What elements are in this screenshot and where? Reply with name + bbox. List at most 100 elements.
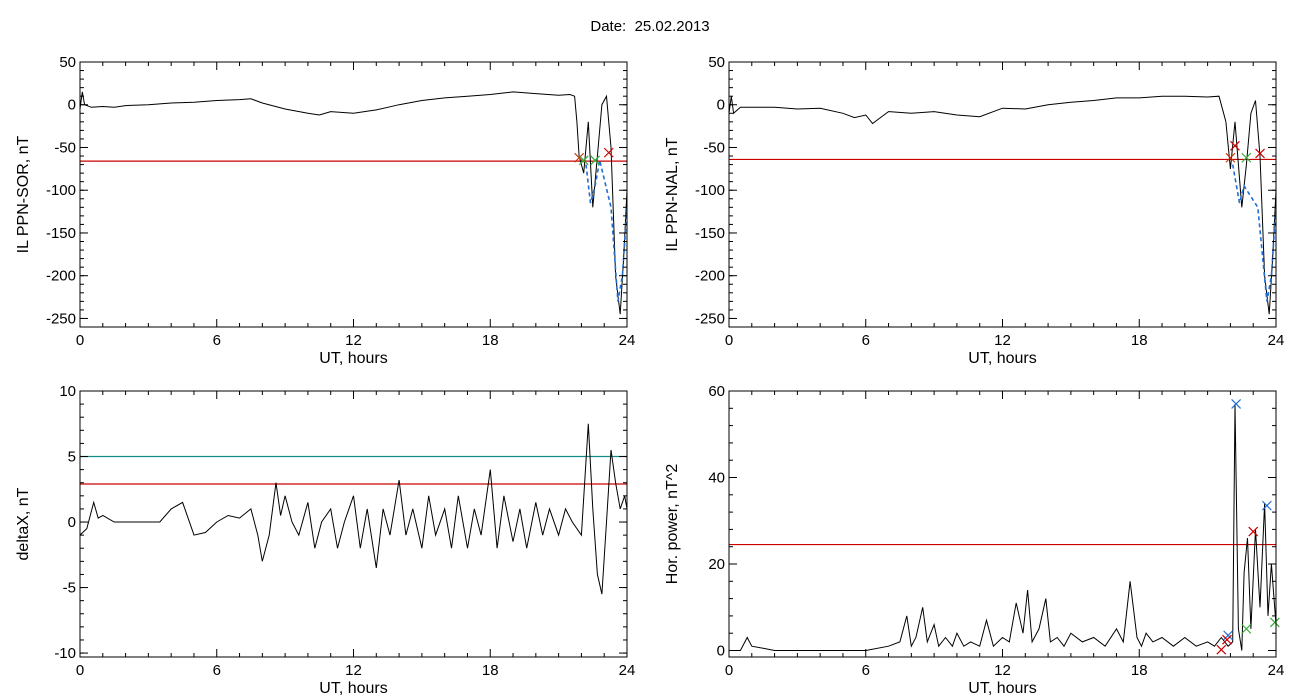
y-tick-label--200: -200 <box>46 268 76 285</box>
cross-stroke <box>1225 152 1236 163</box>
cross-stroke <box>603 147 614 158</box>
cross-marker-2 <box>578 155 589 166</box>
cross-stroke <box>1231 399 1242 409</box>
cross-marker-8 <box>1269 617 1280 628</box>
cross-marker-3 <box>590 155 601 166</box>
series-line-1 <box>80 91 580 157</box>
series-line-2 <box>1225 100 1276 315</box>
cross-stroke <box>1222 634 1232 645</box>
y-tick-label--250: -250 <box>46 310 76 327</box>
plot-frame <box>728 61 1277 328</box>
panel-hor-power: 0 6 12 18 24 60 40 20 0 UT, hours Hor. power, nT^2 <box>664 383 1284 697</box>
x-tick-label-0: 0 <box>76 332 84 349</box>
x-tick-label-6: 6 <box>213 662 221 679</box>
x-tick-label-12: 12 <box>994 662 1011 679</box>
x-tick-label-24: 24 <box>619 332 636 349</box>
y-tick-label--100: -100 <box>695 182 725 199</box>
y-tick-label-20: 20 <box>708 556 725 573</box>
cross-stroke <box>1261 500 1272 511</box>
series-line-3 <box>585 160 627 302</box>
cross-marker-3 <box>1241 152 1252 163</box>
cross-marker-4 <box>603 147 614 158</box>
y-axis-label: IL PPN-SOR, nT <box>15 135 32 253</box>
x-tick-label-6: 6 <box>862 662 870 679</box>
y-tick-label--200: -200 <box>695 268 725 285</box>
cross-marker-4 <box>1255 148 1265 159</box>
y-tick-label-0: 0 <box>68 514 76 531</box>
x-axis-label: UT, hours <box>968 680 1036 697</box>
y-tick-label--150: -150 <box>46 225 76 242</box>
y-tick-label-50: 50 <box>59 54 76 71</box>
cross-stroke <box>1216 644 1227 655</box>
y-tick-label-50: 50 <box>708 54 725 71</box>
x-axis-label: UT, hours <box>319 350 387 367</box>
page-title: Date: 25.02.2013 <box>0 18 1300 35</box>
series-line-1 <box>80 423 627 595</box>
cross-stroke <box>1241 623 1252 634</box>
y-tick-label-0: 0 <box>717 643 725 660</box>
cross-marker-1 <box>1231 399 1242 409</box>
cross-marker-2 <box>1261 500 1272 511</box>
x-tick-label-18: 18 <box>482 662 499 679</box>
y-tick-label-10: 10 <box>59 383 76 400</box>
panel-delta-x: 0 6 12 18 24 10 5 0 -5 -10 UT, hours deltaX, nT <box>15 383 635 697</box>
x-axis-label: UT, hours <box>319 680 387 697</box>
plot-frame <box>79 390 628 658</box>
plot-frame <box>79 61 628 328</box>
cross-marker-6 <box>1216 644 1227 655</box>
cross-stroke <box>1248 526 1259 537</box>
x-tick-label-0: 0 <box>725 662 733 679</box>
y-tick-label--150: -150 <box>695 225 725 242</box>
x-tick-label-0: 0 <box>725 332 733 349</box>
x-tick-label-6: 6 <box>213 332 221 349</box>
series-line-2 <box>578 94 627 315</box>
series-line-1 <box>729 403 1276 651</box>
cross-marker-1 <box>574 152 585 163</box>
series-line-3 <box>1231 164 1276 302</box>
cross-stroke <box>574 152 585 163</box>
x-tick-label-6: 6 <box>862 332 870 349</box>
y-tick-label--50: -50 <box>703 139 725 156</box>
y-tick-label--50: -50 <box>54 139 76 156</box>
date-value: 25.02.2013 <box>634 18 710 35</box>
cross-stroke <box>1269 617 1280 628</box>
x-axis-label: UT, hours <box>968 350 1036 367</box>
panel-il-nal: 0 6 12 18 24 50 0 -50 -100 -150 -200 -250 UT, hours I… <box>664 54 1284 367</box>
y-tick-label-40: 40 <box>708 470 725 487</box>
cross-marker-7 <box>1241 623 1252 634</box>
x-tick-label-24: 24 <box>1268 332 1285 349</box>
date-label: Date: <box>590 18 627 35</box>
x-tick-label-24: 24 <box>1268 662 1285 679</box>
cross-stroke <box>1230 140 1240 151</box>
x-tick-label-12: 12 <box>994 332 1011 349</box>
y-axis-label: IL PPN-NAL, nT <box>664 137 681 251</box>
cross-stroke <box>578 155 589 166</box>
plot-frame <box>728 390 1277 658</box>
y-tick-label--10: -10 <box>54 645 76 662</box>
y-tick-label-5: 5 <box>68 449 76 466</box>
panel-il-sor: 0 6 12 18 24 50 0 -50 -100 -150 -200 -250 UT, hours I… <box>15 54 635 367</box>
x-tick-label-24: 24 <box>619 662 636 679</box>
cross-stroke <box>590 155 601 166</box>
y-tick-label--250: -250 <box>695 310 725 327</box>
y-tick-label-0: 0 <box>68 97 76 114</box>
cross-marker-1 <box>1225 152 1236 163</box>
y-axis-label: deltaX, nT <box>15 487 32 560</box>
x-tick-label-18: 18 <box>1131 332 1148 349</box>
y-tick-label--100: -100 <box>46 182 76 199</box>
cross-stroke <box>1255 148 1265 159</box>
x-tick-label-0: 0 <box>76 662 84 679</box>
cross-marker-2 <box>1230 140 1240 151</box>
series-line-1 <box>729 95 1227 125</box>
cross-marker-5 <box>1222 634 1232 645</box>
x-tick-label-12: 12 <box>345 332 362 349</box>
x-tick-label-12: 12 <box>345 662 362 679</box>
y-tick-label-0: 0 <box>717 97 725 114</box>
x-tick-label-18: 18 <box>1131 662 1148 679</box>
y-tick-label-60: 60 <box>708 383 725 400</box>
y-tick-label--5: -5 <box>63 580 76 597</box>
x-tick-label-18: 18 <box>482 332 499 349</box>
cross-marker-3 <box>1248 526 1259 537</box>
cross-stroke <box>1241 152 1252 163</box>
